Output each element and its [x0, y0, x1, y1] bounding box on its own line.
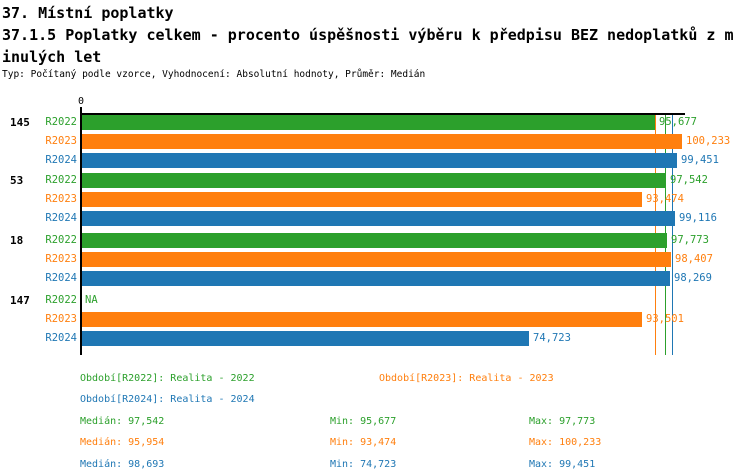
stat-min-r2022: Min: 95,677: [330, 416, 397, 427]
bar-r2022-53: [82, 173, 666, 188]
x-axis-zero-tick: [80, 107, 82, 114]
stat-min-r2024: Min: 74,723: [330, 459, 397, 470]
bar-r2024-53: [82, 211, 675, 226]
chart-subtitle-line2: inulých let: [2, 48, 102, 66]
bar-series-label-r2023-145: R2023: [45, 135, 77, 147]
bar-series-label-r2022-18: R2022: [45, 234, 77, 246]
stat-max-r2024: Max: 99,451: [529, 459, 596, 470]
stat-min-r2023: Min: 93,474: [330, 437, 397, 448]
x-axis-line: [80, 113, 685, 115]
bar-value-label-r2023-145: 100,233: [686, 135, 731, 147]
bar-series-label-r2024-147: R2024: [45, 332, 77, 344]
category-label-18: 18: [10, 234, 24, 247]
bar-series-label-r2023-53: R2023: [45, 193, 77, 205]
category-label-145: 145: [10, 116, 30, 129]
bar-series-label-r2022-53: R2022: [45, 174, 77, 186]
bar-r2023-147: [82, 312, 642, 327]
bar-value-label-r2023-53: 93,474: [646, 193, 684, 205]
bar-r2023-53: [82, 192, 642, 207]
bar-value-label-r2022-53: 97,542: [670, 174, 708, 186]
bar-r2023-18: [82, 252, 671, 267]
bar-r2022-145: [82, 115, 655, 130]
bar-value-label-r2024-145: 99,451: [681, 154, 719, 166]
bar-value-label-r2024-147: 74,723: [533, 332, 571, 344]
chart-meta-line: Typ: Počítaný podle vzorce, Vyhodnocení:…: [2, 69, 426, 80]
bar-value-label-r2023-147: 93,501: [646, 313, 684, 325]
bar-value-label-r2022-145: 95,677: [659, 116, 697, 128]
x-axis-zero-label: 0: [77, 96, 85, 107]
category-label-147: 147: [10, 294, 30, 307]
bar-value-label-r2024-18: 98,269: [674, 272, 712, 284]
legend-item-r2024: Období[R2024]: Realita - 2024: [80, 394, 255, 405]
legend-item-r2022: Období[R2022]: Realita - 2022: [80, 373, 255, 384]
stat-median-r2024: Medián: 98,693: [80, 459, 165, 470]
bar-value-label-r2023-18: 98,407: [675, 253, 713, 265]
chart-subtitle-line1: 37.1.5 Poplatky celkem - procento úspěšn…: [2, 26, 734, 44]
stat-median-r2023: Medián: 95,954: [80, 437, 165, 448]
bar-r2024-147: [82, 331, 529, 346]
bar-r2023-145: [82, 134, 682, 149]
chart-header: 37. Místní poplatky 37.1.5 Poplatky celk…: [2, 2, 734, 68]
bar-series-label-r2023-18: R2023: [45, 253, 77, 265]
stat-max-r2023: Max: 100,233: [529, 437, 602, 448]
page-title: 37. Místní poplatky: [2, 4, 174, 22]
bar-series-label-r2024-18: R2024: [45, 272, 77, 284]
median-line-r2024: [672, 115, 673, 355]
bar-r2024-18: [82, 271, 670, 286]
category-label-53: 53: [10, 174, 24, 187]
bar-series-label-r2022-145: R2022: [45, 116, 77, 128]
stat-median-r2022: Medián: 97,542: [80, 416, 165, 427]
stat-max-r2022: Max: 97,773: [529, 416, 596, 427]
bar-series-label-r2023-147: R2023: [45, 313, 77, 325]
y-axis-line: [80, 113, 82, 355]
bar-value-label-r2022-18: 97,773: [671, 234, 709, 246]
bar-r2022-18: [82, 233, 667, 248]
bar-series-label-r2024-53: R2024: [45, 212, 77, 224]
legend-item-r2023: Období[R2023]: Realita - 2023: [379, 373, 554, 384]
na-label-147: NA: [85, 294, 98, 306]
bar-series-label-r2022-147: R2022: [45, 294, 77, 306]
bar-value-label-r2024-53: 99,116: [679, 212, 717, 224]
bar-r2024-145: [82, 153, 677, 168]
bar-series-label-r2024-145: R2024: [45, 154, 77, 166]
